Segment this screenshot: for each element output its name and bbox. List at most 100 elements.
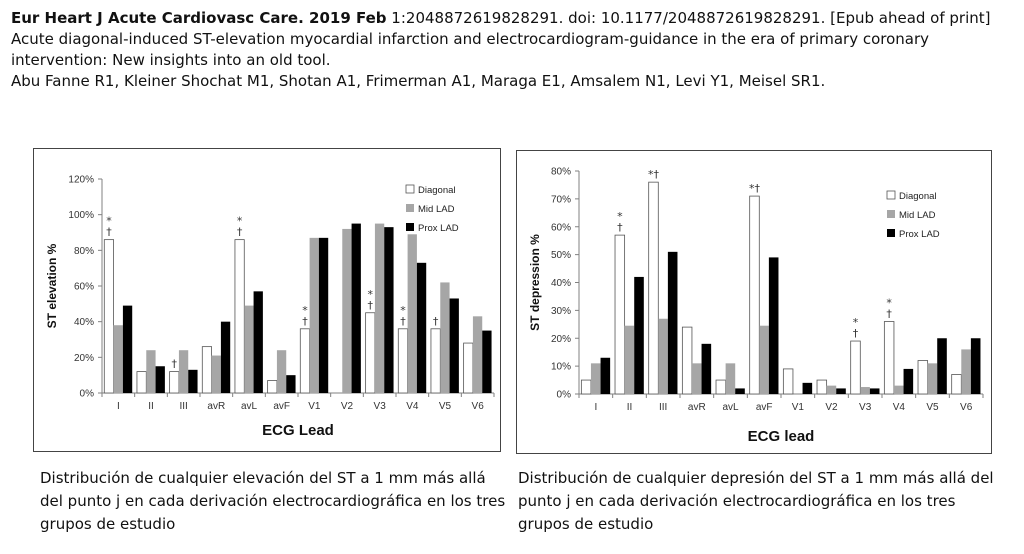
- legend-label-prox-lad: Prox LAD: [418, 223, 459, 234]
- bar-mid-lad-avf: [759, 325, 769, 394]
- citation-journal: Eur Heart J Acute Cardiovasc Care. 2019 …: [11, 9, 387, 27]
- x-category-label: V5: [926, 402, 939, 413]
- significance-marker: †: [400, 315, 406, 328]
- y-tick-label: 80%: [551, 167, 571, 178]
- y-tick-label: 120%: [68, 175, 94, 186]
- bar-prox-lad-v6: [970, 338, 981, 394]
- bar-mid-lad-i: [113, 325, 123, 393]
- bar-mid-lad-v4: [893, 385, 904, 394]
- bar-diagonal-v3: [850, 340, 861, 395]
- st-depression-caption: Distribución de cualquier depresión del …: [518, 469, 994, 533]
- bar-diagonal-ii: [614, 234, 626, 395]
- bar-mid-lad-ii: [624, 325, 635, 394]
- y-tick-label: 30%: [551, 306, 571, 317]
- bar-diagonal-v6: [463, 342, 474, 394]
- significance-marker: *: [400, 304, 406, 317]
- legend-label-diagonal: Diagonal: [418, 185, 456, 196]
- x-category-label: II: [148, 401, 154, 412]
- significance-marker: †: [368, 299, 374, 312]
- bar-prox-lad-ii: [634, 276, 644, 394]
- x-category-label: avR: [688, 402, 706, 413]
- significance-marker: *: [853, 316, 859, 329]
- x-category-label: V2: [341, 401, 354, 412]
- bar-prox-lad-avf: [286, 375, 296, 393]
- bar-prox-lad-avf: [768, 257, 779, 394]
- bar-mid-lad-v6: [472, 316, 483, 393]
- bar-diagonal-v1: [782, 368, 794, 395]
- bar-prox-lad-i: [600, 357, 611, 394]
- bar-mid-lad-avr: [211, 355, 221, 393]
- bar-diagonal-v6: [951, 374, 962, 395]
- bar-diagonal-v4: [883, 321, 895, 395]
- x-category-label: avL: [722, 402, 739, 413]
- st-depression-chart: 0%10%20%30%40%50%60%70%80%I II III avR avL av…: [528, 167, 984, 445]
- bar-prox-lad-iii: [188, 369, 198, 393]
- x-category-label: avL: [241, 401, 258, 412]
- st-elevation-chart: 0%20%40%60%80%100%120%I II III avR avL avF V1 V…: [45, 175, 495, 439]
- x-category-label: V3: [859, 402, 872, 413]
- significance-marker: †: [302, 315, 308, 328]
- y-tick-label: 70%: [551, 194, 571, 205]
- st-depression-chart-panel: 0% 10% 20% 30% 40% 50% 60% 70% 80% I II III avR avL av…: [516, 150, 992, 454]
- bar-diagonal-iii: [648, 181, 659, 395]
- bar-mid-lad-i: [590, 363, 601, 394]
- bar-prox-lad-ii: [155, 366, 165, 393]
- article-title-line-2: intervention: New insights into an old t…: [11, 51, 331, 69]
- citation-line: Eur Heart J Acute Cardiovasc Care. 2019 …: [11, 8, 1016, 29]
- bar-diagonal-i: [103, 239, 114, 394]
- x-category-label: avR: [207, 401, 225, 412]
- significance-marker: *: [237, 215, 243, 228]
- bar-diagonal-avr: [201, 346, 212, 394]
- bar-mid-lad-ii: [146, 350, 156, 393]
- legend-swatch-prox-lad: [887, 229, 895, 237]
- bar-prox-lad-v4: [416, 262, 427, 393]
- citation-details: 1:2048872619828291. doi: 10.1177/2048872…: [386, 9, 991, 27]
- authors-line: Abu Fanne R1, Kleiner Shochat M1, Shotan…: [11, 72, 826, 90]
- bar-prox-lad-i: [122, 305, 133, 393]
- x-category-label: II: [627, 402, 633, 413]
- bar-prox-lad-iii: [667, 251, 678, 394]
- bar-diagonal-v2: [816, 379, 828, 395]
- bar-mid-lad-v5: [927, 363, 938, 394]
- bar-diagonal-avr: [681, 326, 693, 395]
- bar-prox-lad-v2: [351, 223, 361, 393]
- significance-marker: †: [886, 308, 892, 321]
- bar-mid-lad-v3: [860, 387, 870, 394]
- bar-prox-lad-v5: [937, 338, 947, 394]
- x-category-label: V4: [893, 402, 906, 413]
- bar-prox-lad-v3: [869, 388, 880, 394]
- x-category-label: avF: [756, 402, 773, 413]
- st-elevation-chart-panel: 0% 20% 40% 60% 80% 100% 120% I II III avR avL avF V1 V…: [33, 148, 501, 452]
- bar-mid-lad-v6: [961, 349, 971, 394]
- legend-swatch-mid-lad: [887, 210, 895, 218]
- legend-swatch-diagonal: [886, 190, 896, 200]
- bar-prox-lad-v1: [318, 237, 329, 393]
- bar-diagonal-v4: [397, 328, 408, 394]
- y-axis-title: ST elevation %: [45, 243, 59, 328]
- y-tick-label: 60%: [551, 222, 571, 233]
- significance-marker: †: [853, 327, 859, 340]
- bar-mid-lad-v4: [407, 234, 417, 393]
- significance-marker: *†: [648, 168, 660, 181]
- x-axis-title: ECG Lead: [262, 422, 334, 439]
- bar-mid-lad-avl: [244, 305, 254, 393]
- significance-marker: †: [433, 315, 439, 328]
- st-elevation-caption: Distribución de cualquier elevación del …: [40, 469, 506, 533]
- significance-marker: *: [886, 297, 892, 310]
- significance-marker: *: [368, 288, 374, 301]
- x-category-label: V3: [374, 401, 387, 412]
- significance-marker: *†: [749, 182, 761, 195]
- bar-prox-lad-avl: [735, 388, 745, 394]
- x-category-label: V5: [439, 401, 452, 412]
- article-title-line-1: Acute diagonal-induced ST-elevation myoc…: [11, 30, 930, 48]
- x-category-label: avF: [273, 401, 290, 412]
- bar-mid-lad-iii: [178, 350, 189, 393]
- bar-mid-lad-iii: [658, 318, 668, 394]
- bar-prox-lad-avl: [253, 291, 263, 393]
- bar-mid-lad-avr: [691, 363, 702, 394]
- bar-diagonal-v5: [917, 360, 929, 395]
- bar-diagonal-v1: [299, 328, 310, 394]
- y-tick-label: 20%: [551, 334, 571, 345]
- bar-diagonal-i: [580, 379, 592, 395]
- x-category-label: III: [659, 402, 667, 413]
